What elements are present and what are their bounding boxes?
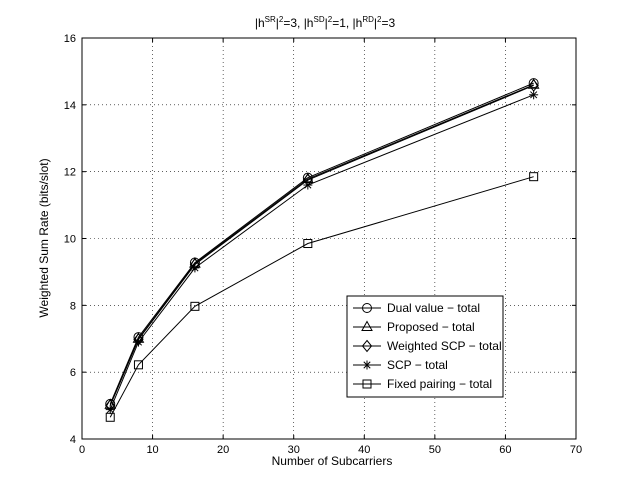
data-point: [105, 405, 115, 415]
x-tick-label: 40: [358, 444, 370, 456]
legend-label: Dual value − total: [387, 301, 480, 315]
data-point: [190, 301, 200, 311]
x-tick-label: 0: [79, 444, 85, 456]
data-point: [133, 360, 143, 370]
legend-item: Dual value − total: [353, 301, 480, 315]
y-tick-label: 6: [70, 367, 76, 379]
y-tick-label: 16: [64, 33, 76, 45]
legend-item: Fixed pairing − total: [353, 377, 492, 391]
x-tick-label: 30: [288, 444, 300, 456]
data-point: [190, 263, 200, 273]
legend-label: Fixed pairing − total: [387, 377, 492, 391]
legend-marker: [361, 320, 373, 331]
legend-item: Proposed − total: [353, 320, 475, 334]
y-axis-label: Weighted Sum Rate (bits/slot): [37, 158, 51, 317]
data-point: [303, 239, 313, 249]
series-star: [105, 90, 539, 415]
legend: Dual value − total Proposed − total Weight…: [346, 295, 504, 398]
x-tick-label: 60: [499, 444, 511, 456]
chart-title: |hSR|2=3, |hSD|2=1, |hRD|2=3: [255, 15, 396, 30]
legend-item: Weighted SCP − total: [353, 339, 502, 353]
legend-marker: [361, 339, 373, 353]
legend-marker: [362, 379, 372, 389]
data-point: [133, 337, 143, 347]
y-tick-label: 14: [64, 100, 76, 112]
legend-label: SCP − total: [387, 358, 448, 372]
x-tick-label: 70: [570, 444, 582, 456]
data-point: [529, 90, 539, 100]
legend-marker: [362, 303, 372, 313]
grid: [82, 38, 576, 439]
tick-labels: 0 10 20 30 40 50 60 70 4 6 8 10 12 14 16: [64, 33, 582, 456]
y-tick-label: 10: [64, 234, 76, 246]
series-line: [109, 176, 534, 418]
y-tick-label: 4: [70, 434, 76, 446]
data-point: [529, 172, 539, 182]
series-square: [105, 172, 539, 422]
axes: [81, 37, 577, 440]
data-point: [105, 412, 115, 422]
legend-label: Weighted SCP − total: [387, 339, 502, 353]
y-tick-label: 12: [64, 167, 76, 179]
series-line: [109, 82, 534, 405]
legend-label: Proposed − total: [387, 320, 475, 334]
legend-marker: [362, 360, 372, 370]
data-point: [303, 180, 313, 190]
x-tick-label: 20: [217, 444, 229, 456]
y-tick-label: 8: [70, 300, 76, 312]
legend-item: SCP − total: [353, 358, 448, 372]
x-tick-label: 10: [146, 444, 158, 456]
series-layer: [104, 78, 540, 422]
x-tick-label: 50: [429, 444, 441, 456]
x-axis-label: Number of Subcarriers: [272, 454, 393, 468]
